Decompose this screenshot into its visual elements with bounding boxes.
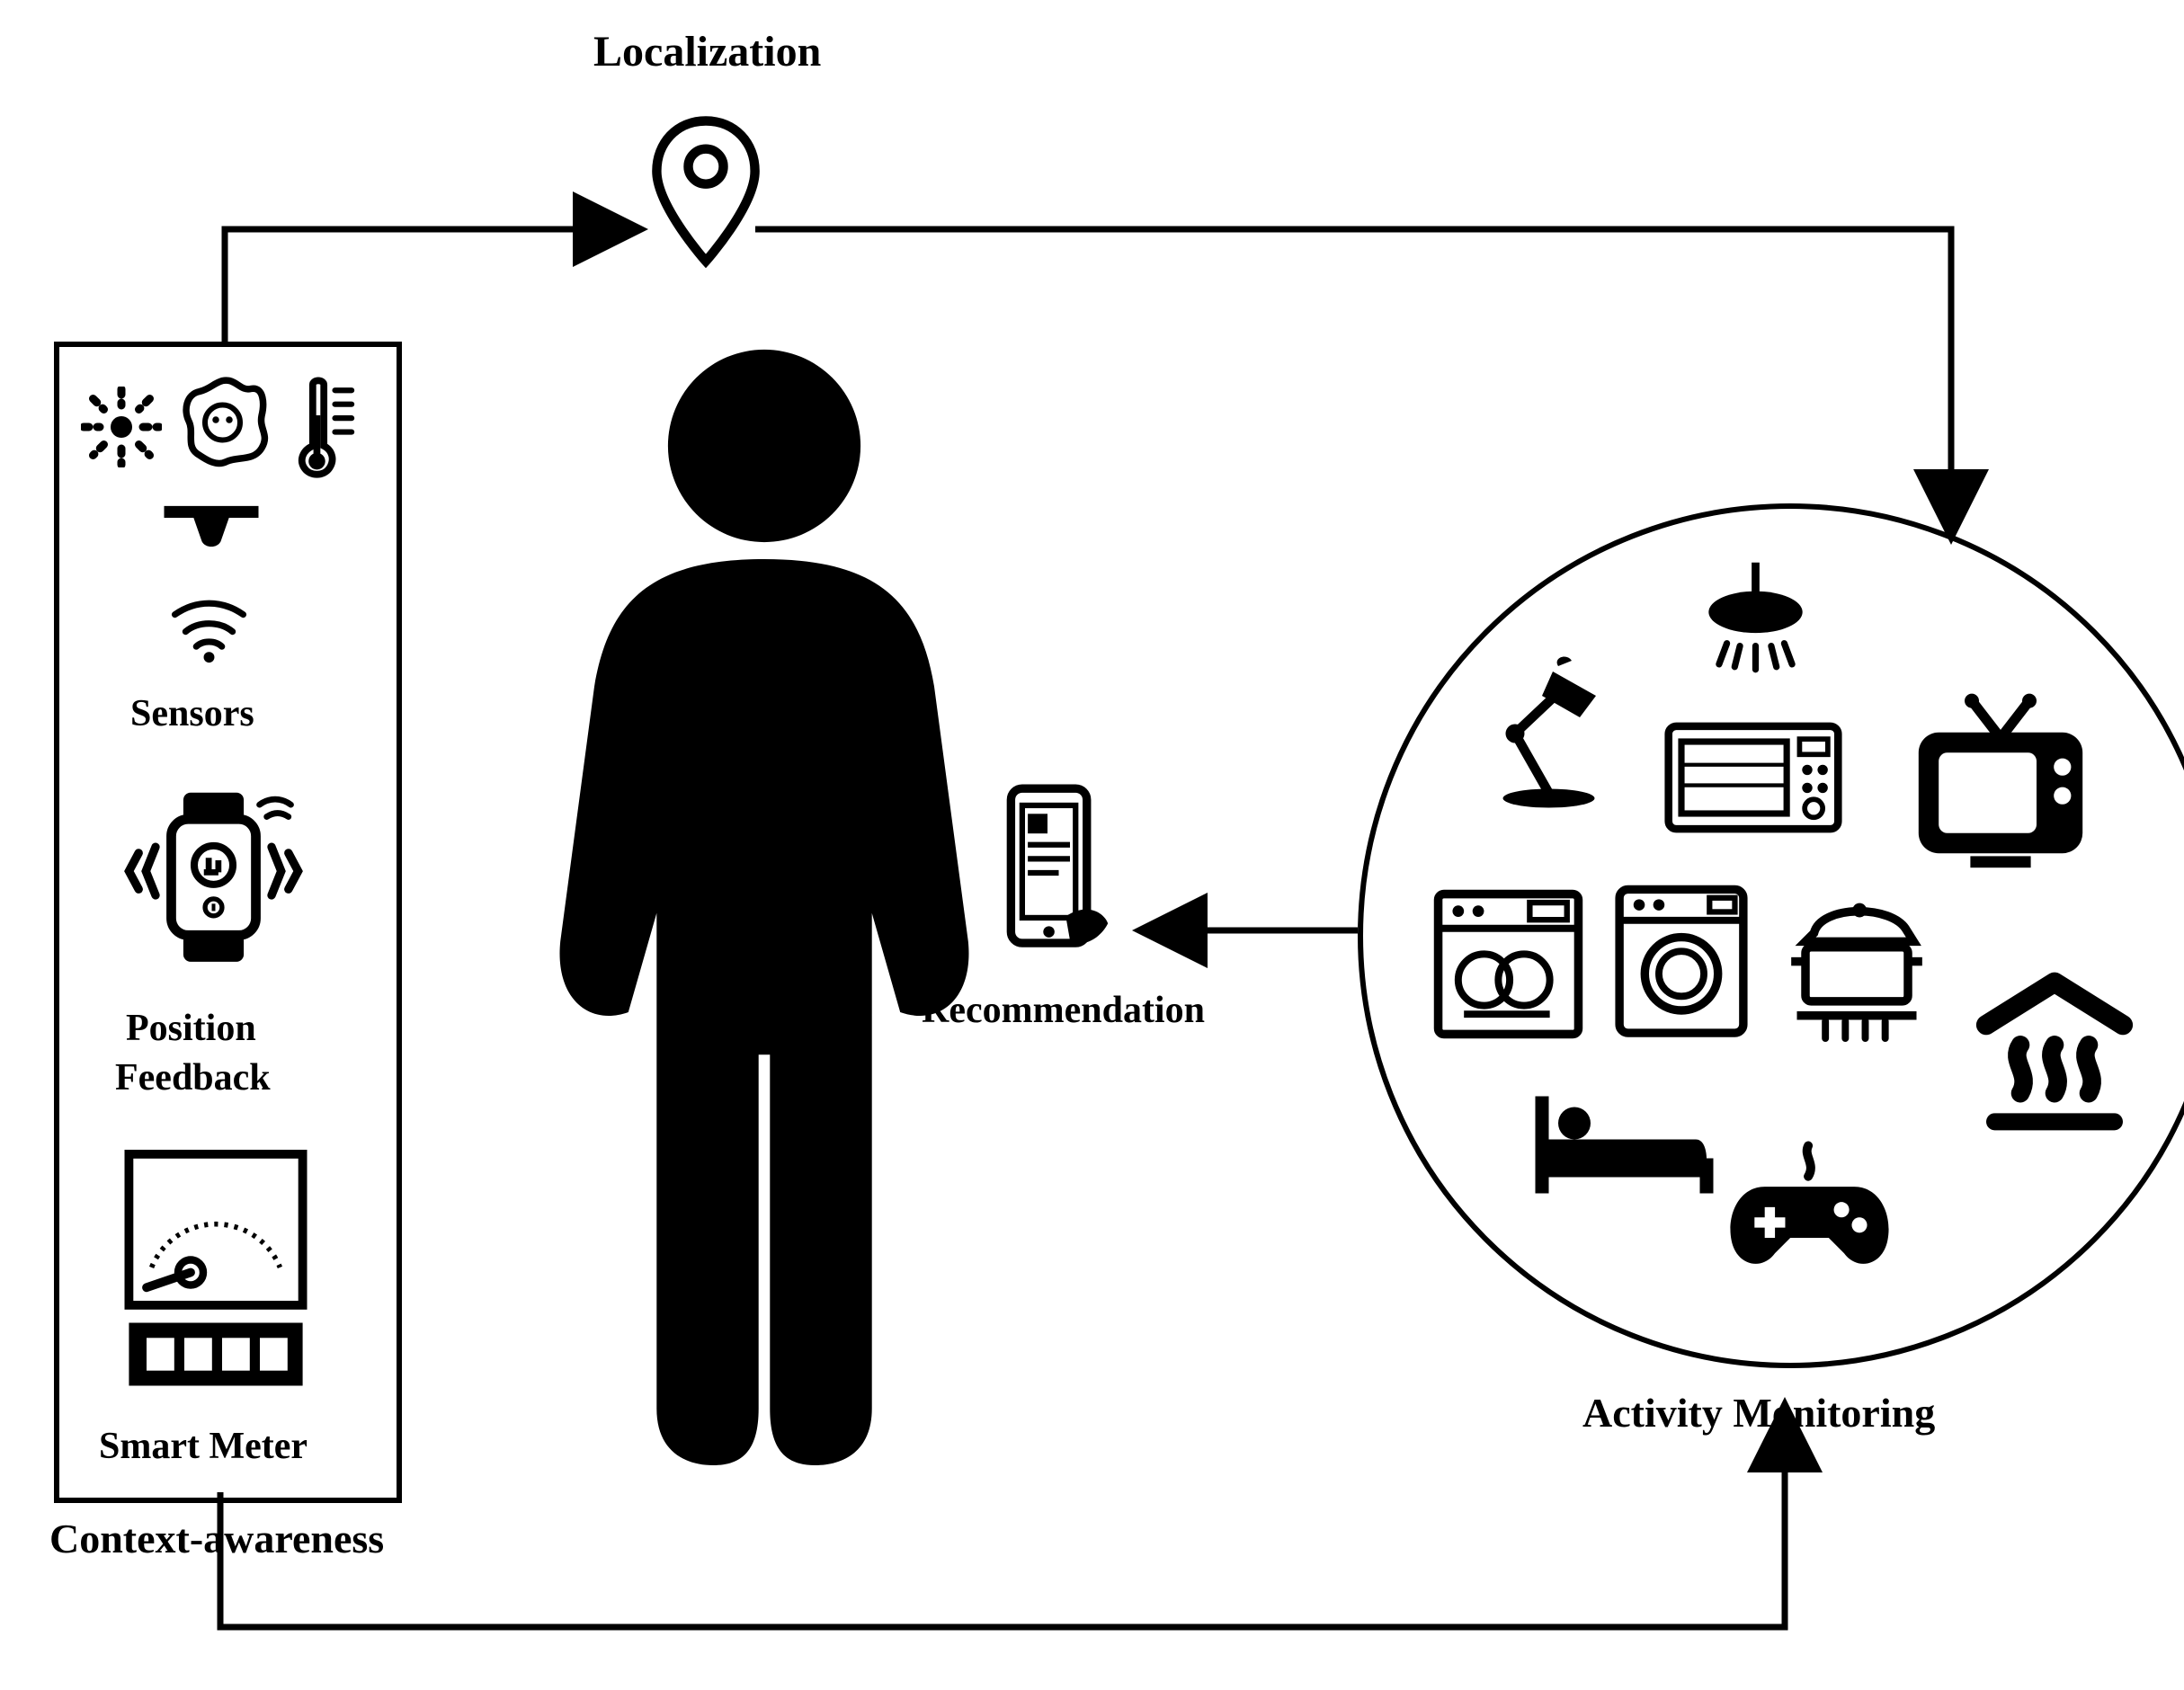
sensors-label: Sensors xyxy=(130,692,254,735)
cooking-icon xyxy=(1771,890,1942,1047)
feedback-label: Feedback xyxy=(115,1056,271,1099)
thermometer-icon xyxy=(288,373,364,485)
smartwatch-icon xyxy=(117,778,310,989)
localization-label: Localization xyxy=(593,27,821,76)
smart-meter-icon xyxy=(121,1146,310,1411)
ceiling-lamp-icon xyxy=(1690,557,1821,688)
person-icon xyxy=(477,333,1052,1465)
outlet-sensor-icon xyxy=(175,373,270,472)
heating-icon xyxy=(1969,971,2140,1142)
light-sensor-icon xyxy=(81,387,162,467)
tv-icon xyxy=(1906,692,2095,872)
position-label: Position xyxy=(126,1007,256,1050)
microwave-icon xyxy=(1663,719,1843,845)
wifi-waves-icon xyxy=(166,598,252,670)
bed-icon xyxy=(1529,1083,1717,1209)
smart-meter-label: Smart Meter xyxy=(99,1425,308,1468)
gamepad-icon xyxy=(1726,1133,1893,1285)
motion-sensor-icon xyxy=(148,499,274,593)
location-pin-icon xyxy=(647,112,764,270)
washer-icon xyxy=(1609,881,1753,1043)
context-awareness-label: Context-awareness xyxy=(49,1515,384,1562)
recommendation-label: Recommendation xyxy=(922,989,1205,1032)
dishwasher-icon xyxy=(1430,885,1587,1043)
smartphone-icon xyxy=(1003,782,1115,966)
desk-lamp-icon xyxy=(1475,647,1623,809)
diagram-canvas: Localization Sensors Position Feedback S… xyxy=(0,0,2184,1690)
activity-monitoring-label: Activity Monitoring xyxy=(1582,1389,1935,1436)
